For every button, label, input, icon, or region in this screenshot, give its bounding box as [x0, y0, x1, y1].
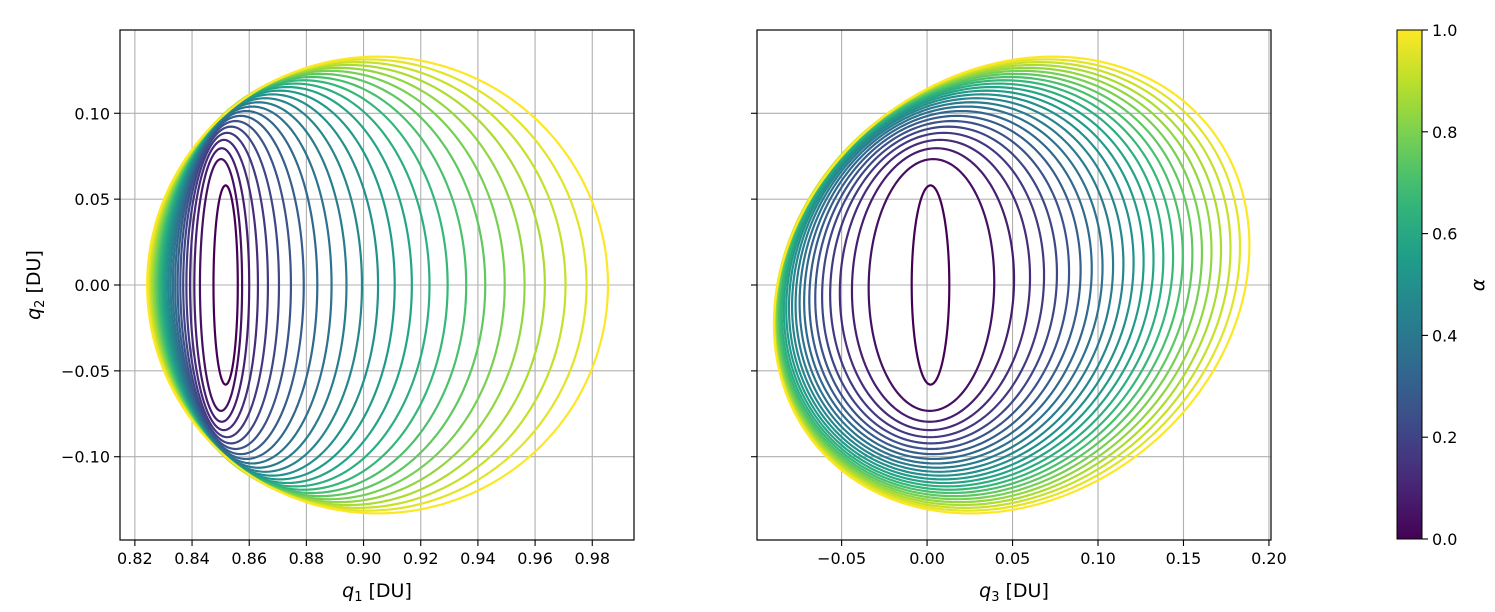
orbit-q3-q2 [798, 105, 1104, 465]
left-ytick-label: 0.10 [74, 104, 110, 123]
left-xtick-label: 0.84 [174, 549, 210, 568]
orbit-q1-q2 [176, 114, 305, 456]
colorbar-tick-label: 1.0 [1432, 21, 1457, 40]
orbit-q1-q2 [188, 138, 260, 432]
left-xtick-label: 0.92 [403, 549, 439, 568]
right-xtick-label: 0.00 [909, 549, 945, 568]
orbit-q1-q2 [171, 105, 333, 465]
orbit-q1-q2 [150, 63, 546, 507]
orbit-q1-q2 [153, 69, 506, 501]
colorbar-label: α [1467, 278, 1489, 291]
orbit-q3-q2 [808, 114, 1082, 456]
orbit-q3-q2 [814, 119, 1071, 451]
colorbar-tick-label: 0.2 [1432, 428, 1457, 447]
orbit-q1-q2 [212, 184, 239, 386]
orbit-q1-q2 [161, 85, 413, 485]
panel-right: −0.05 0.00 0.05 0.10 0.15 0.20 q3 [DU] [751, 29, 1287, 605]
orbit-q3-q2 [850, 147, 1016, 423]
orbit-q3-q2 [787, 93, 1135, 477]
colorbar-tick-label: 0.8 [1432, 123, 1457, 142]
orbit-q1-q2 [158, 79, 449, 491]
left-ylabel: q2 [DU] [23, 250, 48, 320]
panel-left: 0.82 0.84 0.86 0.88 0.90 0.92 0.94 0.96 0.98 −0.1… [23, 29, 635, 605]
left-ytick-label: −0.10 [61, 448, 110, 467]
orbit-q3-q2 [910, 184, 951, 386]
left-xtick-label: 0.90 [346, 549, 382, 568]
orbit-q1-q2 [174, 109, 319, 461]
orbit-q1-q2 [147, 58, 588, 512]
right-xlabel: q3 [DU] [979, 580, 1049, 605]
orbit-q1-q2 [159, 82, 431, 488]
orbit-q1-q2 [154, 72, 487, 498]
left-ytick-label: 0.00 [74, 276, 110, 295]
orbit-q3-q2 [829, 131, 1046, 439]
right-ticks: −0.05 0.00 0.05 0.10 0.15 0.20 [751, 112, 1287, 568]
orbit-q3-q2 [772, 55, 1251, 515]
colorbar-tick-label: 0.4 [1432, 326, 1457, 345]
orbit-q3-q2 [778, 79, 1175, 491]
orbit-q3-q2 [803, 109, 1093, 461]
orbit-q1-q2 [167, 97, 364, 473]
orbit-q3-q2 [794, 101, 1115, 469]
left-xtick-label: 0.94 [460, 549, 496, 568]
left-orbits [146, 55, 610, 515]
orbit-q1-q2 [148, 60, 567, 510]
right-xtick-label: 0.10 [1080, 549, 1116, 568]
left-xtick-label: 0.96 [517, 549, 553, 568]
right-xtick-label: −0.05 [817, 549, 866, 568]
orbit-q1-q2 [163, 89, 396, 481]
orbit-q3-q2 [867, 158, 996, 412]
right-xtick-label: 0.20 [1251, 549, 1287, 568]
orbit-q3-q2 [821, 125, 1059, 445]
orbit-q3-q2 [785, 89, 1145, 481]
orbit-q3-q2 [838, 138, 1032, 432]
left-ytick-label: 0.05 [74, 190, 110, 209]
colorbar-ticks: 0.0 0.2 0.4 0.6 0.8 1.0 [1422, 21, 1457, 549]
colorbar: 0.0 0.2 0.4 0.6 0.8 1.0 α [1396, 21, 1489, 549]
left-xtick-label: 0.88 [289, 549, 325, 568]
colorbar-tick-label: 0.0 [1432, 530, 1457, 549]
orbit-q1-q2 [185, 131, 270, 439]
orbit-q1-q2 [146, 55, 610, 515]
right-orbits [772, 55, 1251, 515]
orbit-q1-q2 [193, 147, 251, 423]
orbit-q3-q2 [780, 82, 1165, 488]
colorbar-tick-label: 0.6 [1432, 225, 1457, 244]
left-xtick-label: 0.98 [574, 549, 610, 568]
orbit-q3-q2 [790, 97, 1125, 473]
left-xtick-label: 0.82 [117, 549, 153, 568]
left-ticks: 0.82 0.84 0.86 0.88 0.90 0.92 0.94 0.96 0.98 −0.1… [61, 104, 610, 568]
left-xlabel: q1 [DU] [342, 580, 412, 605]
orbit-q1-q2 [156, 75, 468, 495]
orbit-q1-q2 [179, 119, 293, 451]
right-xtick-label: 0.05 [995, 549, 1031, 568]
left-ytick-label: −0.05 [61, 362, 110, 381]
orbit-q1-q2 [182, 125, 281, 445]
orbit-q3-q2 [782, 85, 1155, 485]
orbit-q1-q2 [151, 66, 526, 504]
orbit-q1-q2 [169, 101, 348, 469]
orbit-q1-q2 [165, 93, 380, 477]
colorbar-gradient [1396, 29, 1423, 540]
right-xtick-label: 0.15 [1166, 549, 1202, 568]
left-xtick-label: 0.86 [231, 549, 267, 568]
orbit-q1-q2 [198, 158, 244, 412]
